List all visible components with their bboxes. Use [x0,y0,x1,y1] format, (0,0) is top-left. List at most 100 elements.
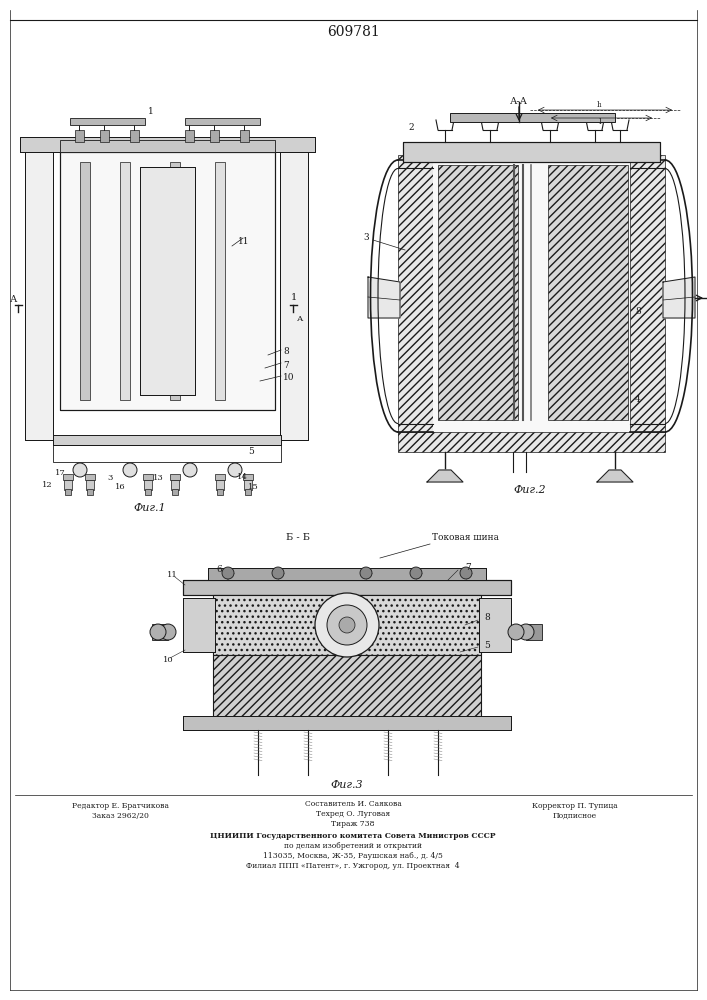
Text: Фиг.2: Фиг.2 [514,485,547,495]
Bar [183,598,215,652]
Bar [64,480,72,490]
Text: 5: 5 [484,641,490,650]
Bar [185,130,194,142]
Bar [215,474,225,480]
Text: 8: 8 [283,348,288,357]
Text: Токовая шина: Токовая шина [432,534,499,542]
Bar [53,435,281,445]
Bar [171,480,179,490]
Bar [25,145,53,440]
Text: Фиг.1: Фиг.1 [134,503,166,513]
Text: 2: 2 [408,122,414,131]
Text: Заказ 2962/20: Заказ 2962/20 [92,812,148,820]
Circle shape [518,624,534,640]
Polygon shape [427,470,463,482]
Text: 10: 10 [163,656,174,664]
Text: Редактор Е. Братчикова: Редактор Е. Братчикова [71,802,168,810]
Bar [63,474,73,480]
Bar [216,480,224,490]
Bar [60,152,275,410]
Bar [479,598,511,652]
Bar [130,130,139,142]
Circle shape [460,567,472,579]
Bar [213,595,481,655]
Bar [208,568,486,580]
Text: l: l [599,118,602,126]
Text: Тираж 738: Тираж 738 [332,820,375,828]
Circle shape [508,624,524,640]
Bar [280,145,308,440]
Circle shape [360,567,372,579]
Bar [100,130,109,142]
Bar [85,474,95,480]
Text: Фиг.3: Фиг.3 [331,780,363,790]
Bar [60,140,275,152]
Text: 7: 7 [465,564,471,572]
Bar [183,716,511,730]
Bar [60,152,275,410]
Bar [215,162,225,400]
Bar [183,580,511,595]
Text: 10: 10 [283,373,295,382]
Bar [240,130,249,142]
Bar [213,655,481,718]
Text: 16: 16 [115,483,126,491]
Bar [65,489,71,495]
Text: А: А [11,296,18,304]
Bar [280,145,308,440]
Text: Подписное: Подписное [553,812,597,820]
Bar [183,598,215,652]
Bar [25,145,53,440]
Bar [145,489,151,495]
Bar [87,489,93,495]
Text: 609781: 609781 [327,25,380,39]
Text: по делам изобретений и открытий: по делам изобретений и открытий [284,842,422,850]
Text: 3: 3 [107,474,112,482]
Bar [210,130,219,142]
Text: 15: 15 [248,483,259,491]
Bar [172,489,178,495]
Bar [140,167,195,395]
Text: ЦНИИПИ Государственного комитета Совета Министров СССР: ЦНИИПИ Государственного комитета Совета … [210,832,496,840]
Text: 1: 1 [291,292,297,302]
Circle shape [222,567,234,579]
Text: А-А: А-А [510,98,528,106]
Bar [479,598,511,652]
Bar [183,716,511,730]
Text: 6: 6 [216,566,222,574]
Bar [120,162,130,400]
Bar [140,167,195,395]
Bar [213,655,481,718]
Circle shape [228,463,242,477]
Circle shape [160,624,176,640]
Bar [630,155,665,435]
Bar [213,595,481,655]
Bar [398,155,433,435]
Circle shape [123,463,137,477]
Text: Корректор П. Тупица: Корректор П. Тупица [532,802,618,810]
Bar [53,445,281,462]
Text: 17: 17 [55,469,66,477]
Circle shape [315,593,379,657]
Circle shape [183,463,197,477]
Bar [403,142,660,162]
Text: 1: 1 [148,107,153,116]
Bar [243,474,253,480]
Bar [143,474,153,480]
Text: l₁: l₁ [597,101,603,109]
Text: Б - Б: Б - Б [286,534,310,542]
Text: 8: 8 [635,308,641,316]
Circle shape [150,624,166,640]
Polygon shape [368,277,400,318]
Bar [450,113,615,122]
Bar [70,118,145,125]
Text: А: А [297,315,303,323]
Circle shape [272,567,284,579]
Bar [183,580,511,595]
Text: 113035, Москва, Ж-35, Раушская наб., д. 4/5: 113035, Москва, Ж-35, Раушская наб., д. … [263,852,443,860]
Bar [53,435,281,445]
Polygon shape [597,470,633,482]
Text: 4: 4 [635,395,641,404]
Bar [245,489,251,495]
Text: 11: 11 [238,237,250,246]
